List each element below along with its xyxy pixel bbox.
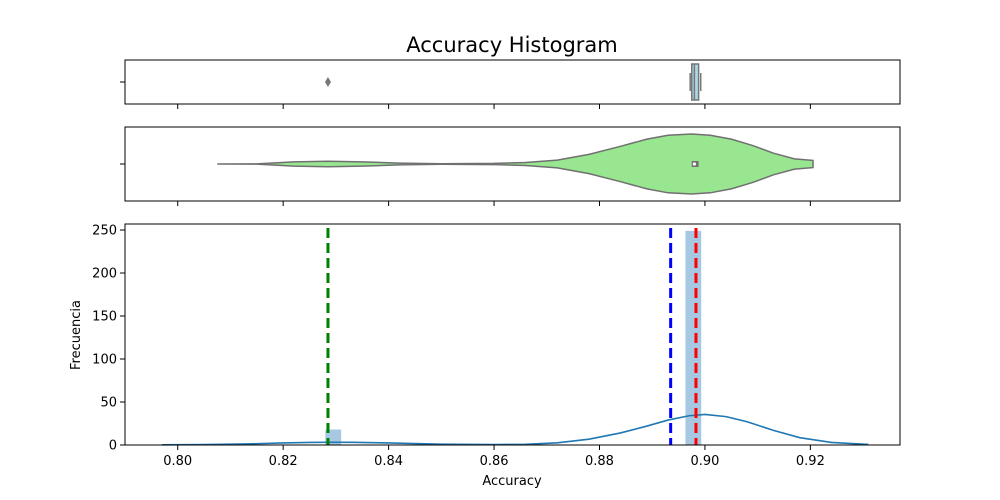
- violin-x-ticks: [177, 201, 811, 206]
- y-axis-label: Frecuencia: [69, 300, 84, 370]
- x-axis-label: Accuracy: [482, 474, 542, 489]
- histogram-layer: [161, 228, 869, 446]
- chart-title: Accuracy Histogram: [406, 33, 618, 57]
- y-tick-label: 0: [109, 439, 117, 454]
- x-tick-label: 0.80: [163, 454, 192, 469]
- histogram-x-ticks: 0.80 0.82 0.84 0.86 0.88 0.90 0.92: [163, 445, 825, 469]
- kde-line: [161, 413, 869, 446]
- violin-layer: [217, 133, 814, 195]
- histogram-panel: 0.80 0.82 0.84 0.86 0.88 0.90 0.92 0 50 100 150 20…: [69, 223, 901, 489]
- violin-panel: [120, 126, 901, 206]
- boxplot-box: [691, 63, 700, 101]
- x-tick-label: 0.82: [269, 454, 298, 469]
- y-tick-label: 200: [92, 267, 117, 282]
- histogram-frame: [124, 223, 901, 446]
- x-tick-label: 0.86: [480, 454, 509, 469]
- y-tick-label: 150: [92, 310, 117, 325]
- boxplot-outlier: [324, 77, 331, 87]
- y-tick-label: 50: [100, 396, 117, 411]
- boxplot-panel: [120, 59, 901, 109]
- y-tick-label: 250: [92, 224, 117, 239]
- boxplot-frame: [124, 59, 901, 105]
- x-tick-label: 0.88: [585, 454, 614, 469]
- histogram-bar: [685, 230, 702, 445]
- x-tick-label: 0.90: [690, 454, 719, 469]
- boxplot-x-ticks: [177, 104, 811, 109]
- histogram-y-ticks: 0 50 100 150 200 250: [92, 224, 125, 454]
- x-tick-label: 0.84: [374, 454, 403, 469]
- x-tick-label: 0.92: [796, 454, 825, 469]
- violin-body: [217, 133, 814, 195]
- y-tick-label: 100: [92, 353, 117, 368]
- boxplot-layer: [324, 63, 702, 101]
- violin-median: [692, 162, 696, 166]
